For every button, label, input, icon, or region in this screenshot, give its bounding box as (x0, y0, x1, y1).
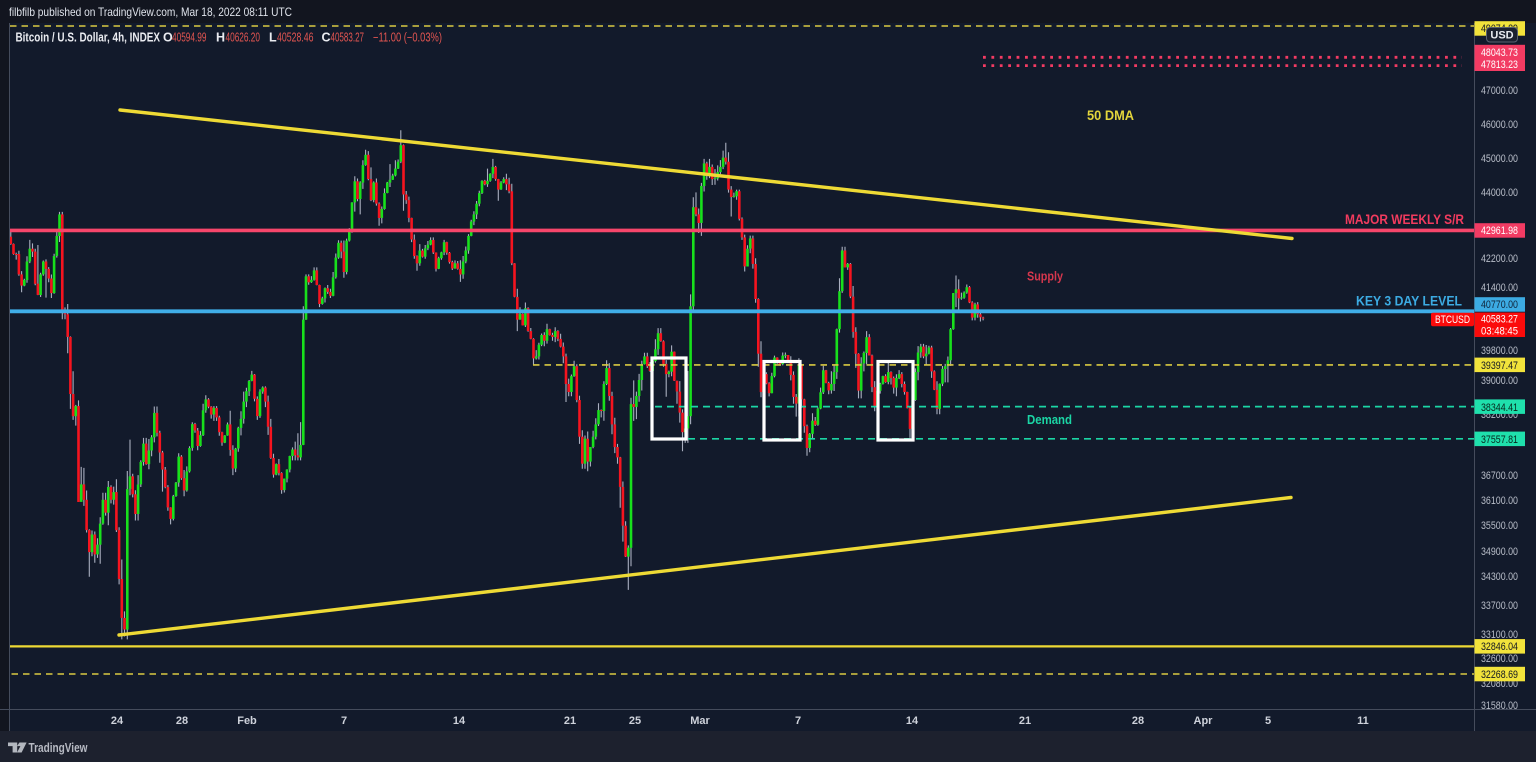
svg-text:Bitcoin / U.S. Dollar, 4h, IND: Bitcoin / U.S. Dollar, 4h, INDEX (16, 31, 161, 45)
svg-text:24: 24 (111, 715, 124, 727)
svg-text:45000.00: 45000.00 (1481, 153, 1518, 165)
svg-text:33100.00: 33100.00 (1481, 629, 1518, 641)
svg-text:MAJOR WEEKLY S/R: MAJOR WEEKLY S/R (1345, 212, 1464, 227)
svg-text:−11.00 (−0.03%): −11.00 (−0.03%) (373, 31, 442, 45)
svg-text:7: 7 (341, 715, 347, 727)
svg-text:Demand: Demand (1027, 413, 1072, 427)
svg-text:36700.00: 36700.00 (1481, 470, 1518, 482)
svg-text:34900.00: 34900.00 (1481, 546, 1518, 558)
svg-text:39800.00: 39800.00 (1481, 345, 1518, 357)
svg-text:TradingView: TradingView (29, 740, 89, 755)
svg-text:BTCUSD: BTCUSD (1435, 314, 1470, 326)
svg-text:39000.00: 39000.00 (1481, 375, 1518, 387)
svg-text:47813.23: 47813.23 (1481, 59, 1518, 71)
svg-text:KEY 3 DAY LEVEL: KEY 3 DAY LEVEL (1356, 294, 1462, 309)
svg-text:14: 14 (453, 715, 466, 727)
svg-text:21: 21 (1019, 715, 1031, 727)
svg-text:41400.00: 41400.00 (1481, 282, 1518, 294)
svg-text:32600.00: 32600.00 (1481, 653, 1518, 665)
svg-text:28: 28 (1132, 715, 1144, 727)
svg-text:42961.98: 42961.98 (1481, 225, 1518, 237)
svg-text:Mar: Mar (690, 715, 710, 727)
svg-text:03:48:45: 03:48:45 (1481, 326, 1518, 338)
svg-text:28: 28 (176, 715, 188, 727)
svg-text:35500.00: 35500.00 (1481, 520, 1518, 532)
svg-text:H: H (216, 31, 225, 45)
svg-text:32846.04: 32846.04 (1481, 641, 1518, 653)
svg-text:31580.00: 31580.00 (1481, 700, 1518, 712)
svg-text:40626.20: 40626.20 (226, 31, 261, 45)
svg-text:Supply: Supply (1027, 270, 1063, 284)
svg-text:47000.00: 47000.00 (1481, 85, 1518, 97)
svg-text:filbfilb published on TradingV: filbfilb published on TradingView.com, M… (9, 5, 292, 19)
svg-text:32268.69: 32268.69 (1481, 669, 1518, 681)
svg-text:46000.00: 46000.00 (1481, 119, 1518, 131)
svg-text:33700.00: 33700.00 (1481, 600, 1518, 612)
svg-text:40583.27: 40583.27 (331, 31, 365, 45)
svg-text:11: 11 (1357, 715, 1369, 727)
svg-text:USD: USD (1490, 30, 1513, 42)
svg-text:L: L (269, 31, 277, 45)
svg-text:37557.81: 37557.81 (1481, 434, 1518, 446)
svg-text:14: 14 (906, 715, 919, 727)
svg-text:25: 25 (629, 715, 641, 727)
svg-text:36100.00: 36100.00 (1481, 495, 1518, 507)
svg-text:Apr: Apr (1194, 715, 1214, 727)
svg-text:50 DMA: 50 DMA (1087, 108, 1134, 123)
svg-text:O: O (163, 31, 173, 45)
svg-text:48043.73: 48043.73 (1481, 47, 1518, 59)
svg-text:42200.00: 42200.00 (1481, 253, 1518, 265)
svg-text:40594.99: 40594.99 (172, 31, 207, 45)
svg-text:21: 21 (564, 715, 576, 727)
svg-text:Feb: Feb (237, 715, 257, 727)
svg-text:40528.46: 40528.46 (277, 31, 314, 45)
svg-text:39397.47: 39397.47 (1481, 360, 1518, 372)
svg-text:44000.00: 44000.00 (1481, 187, 1518, 199)
svg-text:40770.00: 40770.00 (1481, 299, 1518, 311)
svg-text:7: 7 (795, 715, 801, 727)
svg-text:5: 5 (1265, 715, 1271, 727)
svg-text:40583.27: 40583.27 (1481, 314, 1518, 326)
svg-text:38344.41: 38344.41 (1481, 402, 1518, 414)
svg-text:34300.00: 34300.00 (1481, 571, 1518, 583)
svg-text:C: C (322, 31, 331, 45)
